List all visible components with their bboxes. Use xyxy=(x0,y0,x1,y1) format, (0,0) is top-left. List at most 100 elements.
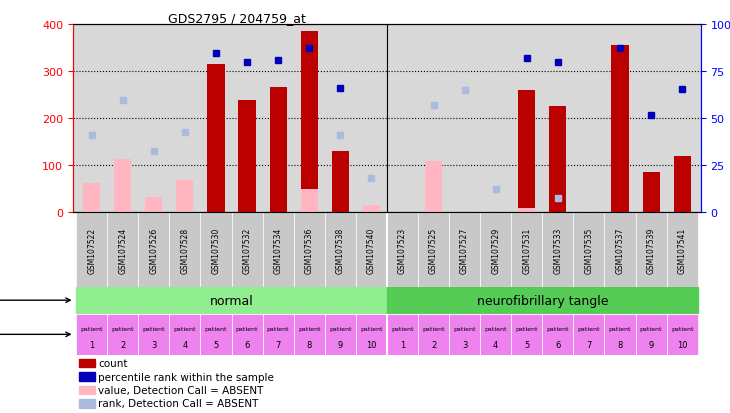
Text: 3: 3 xyxy=(151,340,156,349)
Bar xyxy=(231,213,263,287)
Bar xyxy=(573,314,604,355)
Text: patient: patient xyxy=(422,326,445,331)
Bar xyxy=(642,173,660,213)
Text: 10: 10 xyxy=(366,340,377,349)
Bar xyxy=(76,287,387,314)
Bar xyxy=(201,314,231,355)
Bar xyxy=(480,314,511,355)
Bar xyxy=(169,314,201,355)
Bar xyxy=(76,314,107,355)
Text: neurofibrillary tangle: neurofibrillary tangle xyxy=(477,294,608,307)
Bar xyxy=(80,386,95,394)
Bar xyxy=(83,183,100,213)
Text: patient: patient xyxy=(577,326,600,331)
Text: patient: patient xyxy=(80,326,103,331)
Text: patient: patient xyxy=(485,326,507,331)
Text: GSM107527: GSM107527 xyxy=(460,227,469,273)
Bar xyxy=(636,213,666,287)
Bar xyxy=(293,314,325,355)
Text: rank, Detection Call = ABSENT: rank, Detection Call = ABSENT xyxy=(98,399,258,408)
Text: 6: 6 xyxy=(245,340,250,349)
Bar xyxy=(674,156,691,213)
Text: GSM107538: GSM107538 xyxy=(336,227,345,273)
Text: GSM107522: GSM107522 xyxy=(87,227,96,273)
Bar xyxy=(518,208,535,213)
Text: patient: patient xyxy=(142,326,165,331)
Bar xyxy=(107,314,138,355)
Bar xyxy=(549,107,566,213)
Text: GSM107534: GSM107534 xyxy=(274,227,283,273)
Text: 7: 7 xyxy=(586,340,591,349)
Text: patient: patient xyxy=(609,326,631,331)
Text: 6: 6 xyxy=(555,340,561,349)
Text: 1: 1 xyxy=(400,340,405,349)
Bar xyxy=(387,287,698,314)
Text: GSM107524: GSM107524 xyxy=(118,227,127,273)
Bar xyxy=(573,213,604,287)
Text: 5: 5 xyxy=(524,340,529,349)
Text: patient: patient xyxy=(515,326,538,331)
Bar xyxy=(449,314,480,355)
Text: percentile rank within the sample: percentile rank within the sample xyxy=(98,372,274,382)
Text: count: count xyxy=(98,358,128,368)
Bar xyxy=(542,314,573,355)
Bar xyxy=(363,206,380,213)
Bar xyxy=(76,213,107,287)
Text: GSM107540: GSM107540 xyxy=(367,227,376,273)
Bar xyxy=(80,359,95,368)
Text: patient: patient xyxy=(639,326,662,331)
Bar xyxy=(239,101,255,213)
Bar xyxy=(356,314,387,355)
Text: GDS2795 / 204759_at: GDS2795 / 204759_at xyxy=(168,12,306,25)
Bar xyxy=(425,162,442,213)
Bar xyxy=(511,213,542,287)
Bar xyxy=(518,90,535,213)
Text: GSM107539: GSM107539 xyxy=(647,227,656,273)
Bar xyxy=(480,213,511,287)
Text: value, Detection Call = ABSENT: value, Detection Call = ABSENT xyxy=(98,385,264,395)
Text: 2: 2 xyxy=(431,340,436,349)
Bar xyxy=(666,314,698,355)
Text: patient: patient xyxy=(360,326,383,331)
Bar xyxy=(418,314,449,355)
Text: patient: patient xyxy=(671,326,694,331)
Text: 9: 9 xyxy=(338,340,343,349)
Text: disease state: disease state xyxy=(0,295,70,306)
Text: 1: 1 xyxy=(89,340,94,349)
Bar xyxy=(293,213,325,287)
Text: 7: 7 xyxy=(275,340,281,349)
Text: patient: patient xyxy=(298,326,320,331)
Bar xyxy=(107,213,138,287)
Bar xyxy=(269,88,287,213)
Bar xyxy=(301,32,318,213)
Text: 8: 8 xyxy=(307,340,312,349)
Text: GSM107523: GSM107523 xyxy=(398,227,407,273)
Bar xyxy=(666,213,698,287)
Bar xyxy=(356,213,387,287)
Bar xyxy=(263,314,293,355)
Bar xyxy=(325,314,356,355)
Bar xyxy=(231,314,263,355)
Text: GSM107533: GSM107533 xyxy=(553,227,562,273)
Bar xyxy=(201,213,231,287)
Text: GSM107529: GSM107529 xyxy=(491,227,500,273)
Bar xyxy=(636,314,666,355)
Text: GSM107532: GSM107532 xyxy=(242,227,252,273)
Bar xyxy=(387,314,418,355)
Text: patient: patient xyxy=(112,326,134,331)
Text: GSM107531: GSM107531 xyxy=(522,227,531,273)
Bar xyxy=(612,46,629,213)
Text: patient: patient xyxy=(236,326,258,331)
Text: normal: normal xyxy=(210,294,253,307)
Text: 10: 10 xyxy=(677,340,688,349)
Bar xyxy=(301,189,318,213)
Text: GSM107528: GSM107528 xyxy=(180,227,189,273)
Text: GSM107526: GSM107526 xyxy=(150,227,158,273)
Text: GSM107525: GSM107525 xyxy=(429,227,438,273)
Text: GSM107537: GSM107537 xyxy=(615,227,624,273)
Bar xyxy=(177,181,193,213)
Text: GSM107535: GSM107535 xyxy=(585,227,593,273)
Text: GSM107530: GSM107530 xyxy=(212,227,220,273)
Text: GSM107536: GSM107536 xyxy=(304,227,314,273)
Bar xyxy=(114,160,131,213)
